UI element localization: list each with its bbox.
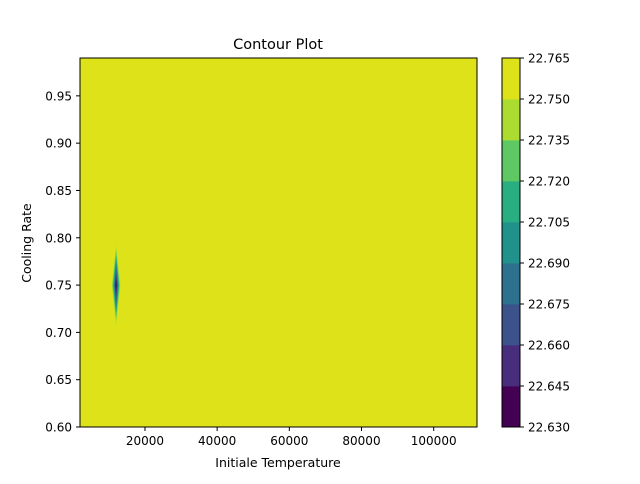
plot-frame [79,57,478,428]
x-tick-label: 20000 [126,434,164,448]
colorbar: 22.630 22.645 22.660 22.675 22.690 22.705 22.7… [501,52,570,435]
colorbar-tick-label: 22.660 [528,339,570,353]
colorbar-tick-label: 22.765 [528,52,570,66]
y-tick-label: 0.95 [45,89,72,103]
x-axis-label: Initiale Temperature [215,455,341,470]
colorbar-swatch [502,181,520,223]
colorbar-tick-label: 22.750 [528,93,570,107]
x-tick-label: 80000 [342,434,380,448]
y-tick-label: 0.70 [45,326,72,340]
colorbar-tick-label: 22.630 [528,421,570,435]
colorbar-swatch [502,99,520,141]
y-tick-label: 0.90 [45,137,72,151]
x-axis-ticks: 20000 40000 60000 80000 100000 [126,427,457,448]
x-tick-label: 40000 [198,434,236,448]
colorbar-swatch [502,58,520,100]
colorbar-tick-label: 22.690 [528,257,570,271]
colorbar-tick-label: 22.675 [528,298,570,312]
colorbar-tick-label: 22.735 [528,134,570,148]
colorbar-tick-label: 22.705 [528,216,570,230]
y-axis-label: Cooling Rate [19,203,34,283]
chart-title: Contour Plot [233,37,323,53]
y-tick-label: 0.60 [45,421,72,435]
y-axis-ticks: 0.60 0.65 0.70 0.75 0.80 0.85 0.90 0.95 [45,89,80,435]
contour-fill [80,58,477,427]
y-tick-label: 0.65 [45,373,72,387]
x-tick-label: 60000 [270,434,308,448]
colorbar-tick-label: 22.720 [528,175,570,189]
contour-background [80,58,477,427]
colorbar-swatch [502,345,520,387]
colorbar-swatch [502,222,520,264]
colorbar-frame [501,57,521,428]
colorbar-swatch [502,263,520,305]
y-tick-label: 0.80 [45,231,72,245]
y-tick-label: 0.75 [45,279,72,293]
colorbar-swatch [502,140,520,182]
colorbar-tick-label: 22.645 [528,380,570,394]
y-tick-label: 0.85 [45,184,72,198]
contour-level-0-0 [115,278,117,293]
colorbar-swatch [502,386,520,428]
colorbar-swatch [502,304,520,346]
x-tick-label: 100000 [411,434,457,448]
